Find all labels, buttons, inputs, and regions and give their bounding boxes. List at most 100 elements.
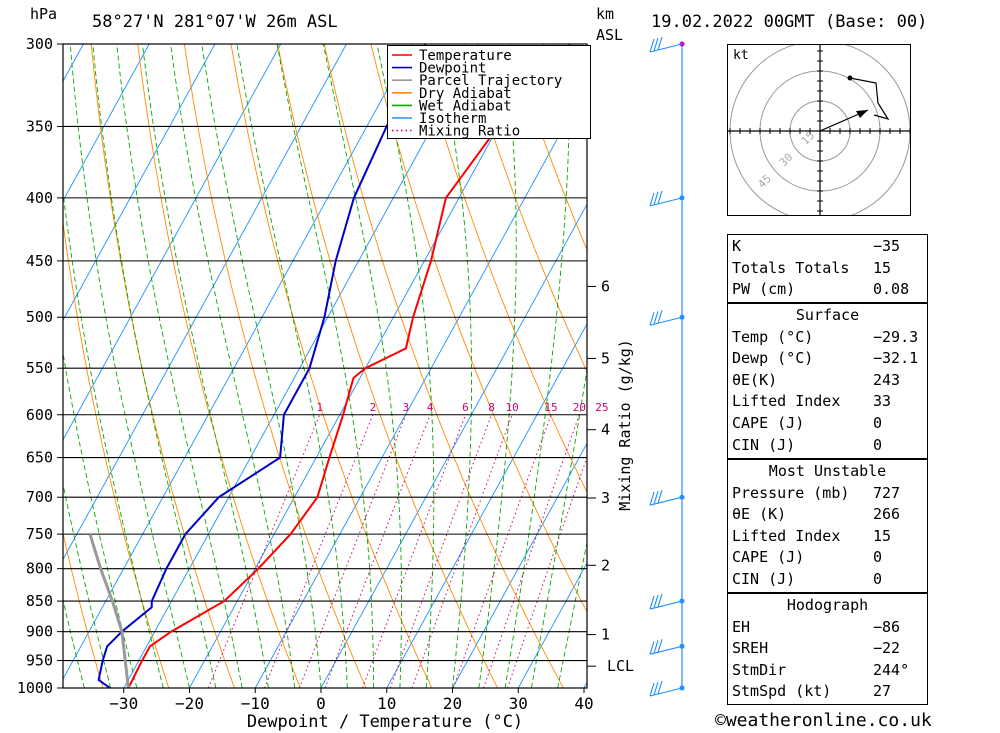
most-unstable-table: Most Unstable Pressure (mb) 727 θE (K) 266 Li…: [727, 459, 928, 593]
height-km-label: 5: [601, 349, 610, 367]
y-tick-label: 1000: [17, 679, 53, 697]
legend-entry-label: Isotherm: [419, 111, 486, 127]
wind-barb-feather: [657, 639, 663, 653]
dry-adiabat-line: [63, 531, 104, 688]
x-axis-label: Dewpoint / Temperature (°C): [247, 712, 523, 732]
isotherm-line: [63, 44, 216, 322]
table-row-label: CIN (J): [732, 570, 796, 588]
table-row-label: Temp (°C): [732, 327, 814, 346]
wind-barb-staff: [649, 316, 683, 326]
wind-barb-staff: [649, 645, 683, 655]
wind-barb-feather: [649, 641, 655, 655]
x-tick-label: −20: [175, 694, 204, 713]
y-tick-label: 750: [26, 525, 53, 543]
y-tick-label: 350: [26, 117, 53, 135]
table-row-label: Lifted Index: [732, 526, 841, 545]
dry-adiabat-line: [183, 44, 367, 688]
wet-adiabat-line: [63, 481, 112, 688]
plot-frame: [62, 43, 588, 689]
y-tick-label: 950: [26, 652, 53, 670]
mixing-ratio-line: [483, 414, 580, 688]
wind-barb-feather: [649, 312, 655, 326]
wet-adiabat-line: [530, 366, 587, 688]
temperature-line: [127, 44, 571, 688]
parcel-trajectory-line: [88, 533, 130, 688]
hodograph-start-point: [847, 75, 853, 81]
table-row-label: StmSpd (kt): [732, 682, 832, 701]
wet-adiabat-line: [557, 540, 587, 688]
isotherm-line: [517, 562, 587, 688]
x-tick-label: 30: [509, 694, 528, 713]
mixing-ratio-label: 3: [403, 401, 410, 414]
table-row-value: −29.3: [873, 327, 919, 346]
isotherm-line: [386, 322, 587, 688]
pressure-unit-label: hPa: [30, 5, 58, 23]
isotherm-line: [63, 44, 413, 680]
table-row-label: EH: [732, 617, 751, 636]
table-row-label: SREH: [732, 639, 769, 658]
table-row-label: θE(K): [732, 370, 778, 389]
x-tick-label: −10: [241, 694, 270, 713]
wind-barb-staff: [649, 43, 683, 53]
table-row-value: 33: [873, 392, 892, 411]
wind-barb-feather: [653, 191, 659, 206]
wind-barb-staff: [649, 687, 683, 697]
table-title: Hodograph: [786, 596, 869, 614]
wind-barb-feather: [657, 190, 663, 205]
wet-adiabat-line: [63, 189, 164, 688]
wet-adiabat-line: [116, 44, 243, 688]
mixing-ratio-line: [452, 414, 552, 688]
table-row-label: CIN (J): [732, 435, 796, 454]
wind-barb-feather: [657, 593, 663, 608]
mixing-ratio-label: 1: [316, 401, 323, 414]
dry-adiabat-line: [323, 44, 564, 688]
table-row-value: 15: [873, 258, 892, 277]
wind-barb-feather: [653, 491, 659, 505]
mixing-ratio-axis-label: Mixing Ratio (g/kg): [616, 339, 634, 511]
surface-table: Surface Temp (°C) −29.3 Dewp (°C) −32.1 θE(K)…: [727, 303, 928, 459]
hodograph-panel: kt 15 30 45: [727, 44, 911, 216]
table-row-value: 0: [873, 548, 883, 567]
dry-adiabat-line: [463, 44, 587, 373]
isotherm-line: [452, 442, 587, 688]
legend-entry-label: Temperature: [419, 48, 512, 64]
wet-adiabat-line: [63, 598, 85, 688]
table-row-label: Dewp (°C): [732, 349, 814, 368]
y-tick-label: 450: [26, 252, 53, 270]
table-row-value: 243: [873, 370, 901, 389]
y-tick-label: 800: [26, 560, 53, 578]
legend-entry-label: Parcel Trajectory: [419, 73, 562, 89]
km-label: km: [596, 5, 615, 23]
copyright-footer[interactable]: ©weatheronline.co.uk: [715, 710, 932, 731]
table-row-value: 244°: [873, 660, 910, 679]
wind-barb-staff: [649, 197, 683, 207]
y-tick-label: 550: [26, 359, 53, 377]
hodograph-ring-label: 15: [799, 129, 818, 148]
wind-barb-feather: [653, 640, 659, 654]
x-tick-label: 20: [443, 694, 462, 713]
dry-adiabat-line: [510, 44, 587, 251]
wet-adiabat-line: [437, 44, 472, 688]
table-row-value: −22: [873, 639, 901, 658]
wind-barb-staff: [649, 496, 683, 506]
table-row-label: CAPE (J): [732, 548, 805, 567]
table-row-label: Lifted Index: [732, 392, 841, 411]
hodograph-unit-label: kt: [733, 48, 749, 63]
hodograph-trace: [849, 77, 890, 121]
y-tick-label: 400: [26, 189, 53, 207]
legend-entry-label: Mixing Ratio: [419, 124, 520, 138]
isotherm-line: [123, 44, 479, 688]
mixing-ratio-line: [324, 414, 431, 688]
mixing-ratio-line: [411, 414, 513, 688]
x-tick-label: 0: [316, 694, 326, 713]
wet-adiabat-line: [276, 44, 375, 688]
wind-barb-feather: [649, 682, 655, 697]
table-title: Surface: [795, 306, 860, 324]
y-tick-label: 850: [26, 592, 53, 610]
storm-motion-arrowhead: [856, 110, 868, 118]
mixing-ratio-line: [207, 414, 321, 688]
table-row-value: 266: [873, 505, 901, 524]
legend-entry-label: Dewpoint: [419, 61, 486, 77]
wind-barb-feather: [649, 595, 655, 610]
table-row-value: −35: [873, 237, 901, 255]
